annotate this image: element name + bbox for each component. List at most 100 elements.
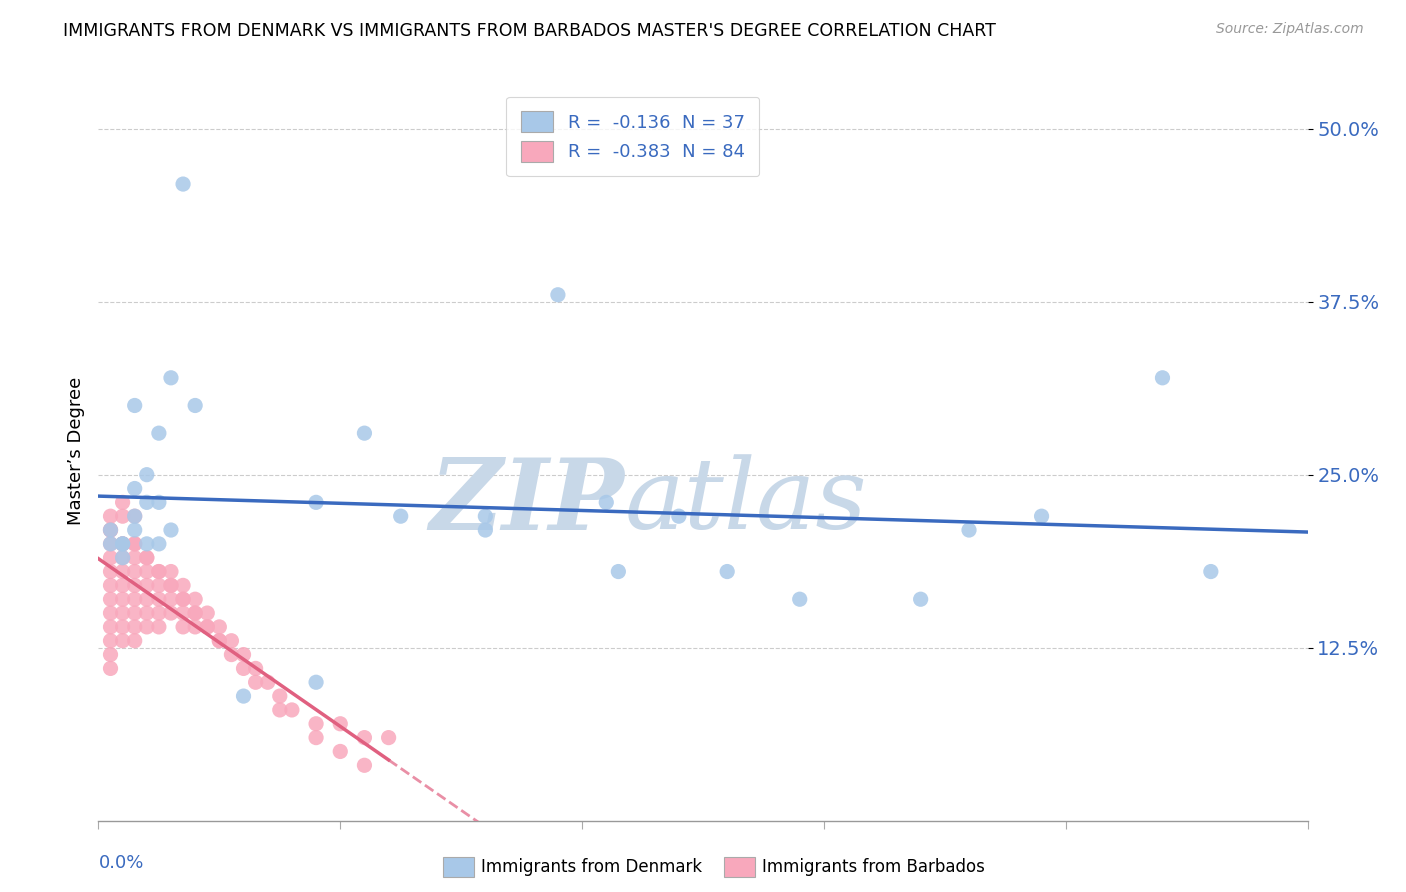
Point xyxy=(668,509,690,524)
Point xyxy=(148,592,170,607)
Point xyxy=(1152,371,1174,385)
Point xyxy=(221,633,243,648)
Point xyxy=(208,633,231,648)
Point xyxy=(100,537,122,551)
Point xyxy=(148,620,170,634)
Point xyxy=(172,592,194,607)
Point xyxy=(195,606,218,620)
Point xyxy=(100,565,122,579)
Point xyxy=(245,661,267,675)
Point xyxy=(148,565,170,579)
Point xyxy=(160,578,183,592)
Point xyxy=(100,620,122,634)
Point xyxy=(281,703,304,717)
Point xyxy=(135,550,157,565)
Point xyxy=(100,550,122,565)
Point xyxy=(595,495,617,509)
Point xyxy=(111,495,134,509)
Text: Source: ZipAtlas.com: Source: ZipAtlas.com xyxy=(1216,22,1364,37)
Point xyxy=(474,523,496,537)
Point xyxy=(135,537,157,551)
Point xyxy=(184,399,207,413)
Point xyxy=(474,509,496,524)
Point xyxy=(135,495,157,509)
Point xyxy=(111,620,134,634)
Point xyxy=(100,523,122,537)
Point xyxy=(172,620,194,634)
Point xyxy=(135,620,157,634)
Point xyxy=(111,592,134,607)
Point xyxy=(208,620,231,634)
Point xyxy=(160,578,183,592)
Point xyxy=(547,287,569,301)
Point xyxy=(135,592,157,607)
Point xyxy=(232,661,254,675)
Text: Immigrants from Barbados: Immigrants from Barbados xyxy=(762,858,986,876)
Point xyxy=(111,550,134,565)
Point xyxy=(111,606,134,620)
Point xyxy=(124,523,146,537)
Point xyxy=(148,537,170,551)
Point xyxy=(353,731,375,745)
Legend: R =  -0.136  N = 37, R =  -0.383  N = 84: R = -0.136 N = 37, R = -0.383 N = 84 xyxy=(506,96,759,177)
Point xyxy=(353,758,375,772)
Point xyxy=(124,620,146,634)
Point xyxy=(100,606,122,620)
Point xyxy=(160,523,183,537)
Point xyxy=(100,661,122,675)
Point xyxy=(111,537,134,551)
Point xyxy=(789,592,811,607)
Point xyxy=(135,578,157,592)
Text: 0.0%: 0.0% xyxy=(98,854,143,872)
Point xyxy=(389,509,412,524)
Point xyxy=(100,633,122,648)
Point xyxy=(184,606,207,620)
Point xyxy=(160,371,183,385)
Point xyxy=(100,578,122,592)
Point xyxy=(910,592,932,607)
Point xyxy=(148,426,170,441)
Point xyxy=(111,550,134,565)
Point xyxy=(148,495,170,509)
Point xyxy=(172,177,194,191)
Point xyxy=(111,537,134,551)
Point xyxy=(232,648,254,662)
Text: atlas: atlas xyxy=(624,455,868,550)
Point xyxy=(329,744,352,758)
Point xyxy=(148,578,170,592)
Point xyxy=(195,620,218,634)
Point xyxy=(124,509,146,524)
Point xyxy=(184,592,207,607)
Point xyxy=(124,550,146,565)
Point xyxy=(135,467,157,482)
Point xyxy=(232,689,254,703)
Point xyxy=(111,509,134,524)
Point xyxy=(124,399,146,413)
Point xyxy=(1031,509,1053,524)
Text: ZIP: ZIP xyxy=(429,454,624,550)
Point xyxy=(377,731,399,745)
Point xyxy=(124,633,146,648)
Point xyxy=(607,565,630,579)
Point xyxy=(124,578,146,592)
Point xyxy=(100,592,122,607)
Point xyxy=(135,606,157,620)
Point xyxy=(329,716,352,731)
Point xyxy=(148,606,170,620)
Point xyxy=(160,592,183,607)
Point xyxy=(184,606,207,620)
Point xyxy=(716,565,738,579)
Point xyxy=(124,537,146,551)
Point xyxy=(124,482,146,496)
Point xyxy=(124,509,146,524)
Text: Immigrants from Denmark: Immigrants from Denmark xyxy=(481,858,702,876)
Point xyxy=(305,716,328,731)
Point xyxy=(111,537,134,551)
Point xyxy=(100,523,122,537)
Point xyxy=(245,675,267,690)
Point xyxy=(100,648,122,662)
Point xyxy=(148,565,170,579)
Point xyxy=(111,578,134,592)
Point xyxy=(135,565,157,579)
Y-axis label: Master’s Degree: Master’s Degree xyxy=(66,376,84,524)
